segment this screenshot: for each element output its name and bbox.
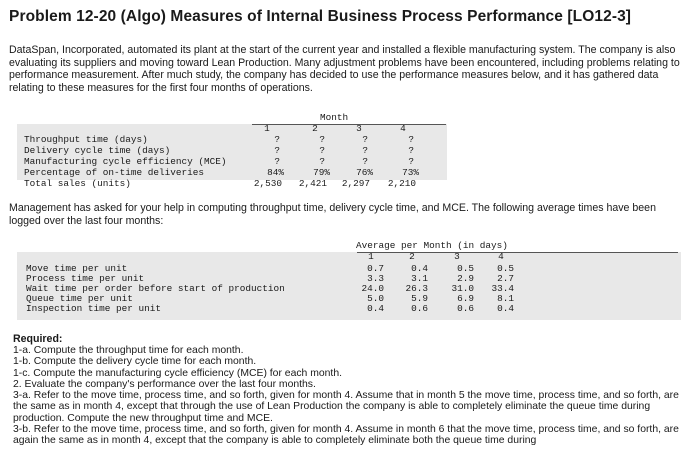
table1-header-rule (252, 124, 446, 125)
table2-cell: 5.0 (367, 293, 384, 304)
table2-cell: 31.0 (451, 283, 474, 294)
table1-cell: ? (319, 134, 325, 145)
table1-group-header: Month (320, 112, 349, 123)
table2-month-header: 2 (409, 251, 415, 262)
table2-cell: 0.5 (497, 263, 514, 274)
table2-cell: 2.7 (497, 273, 514, 284)
table1-cell: 73% (402, 167, 419, 178)
table1-cell: ? (362, 156, 368, 167)
table2-row-label: Queue time per unit (26, 293, 133, 304)
table1-cell: 2,210 (387, 178, 416, 189)
table1-cell: ? (274, 145, 280, 156)
table2-cell: 24.0 (361, 283, 384, 294)
required-heading: Required: (13, 333, 63, 345)
requirement-item: 1-c. Compute the manufacturing cycle eff… (13, 367, 342, 379)
table2-row-label: Move time per unit (26, 263, 128, 274)
table2-cell: 0.6 (411, 303, 428, 314)
table1-row-label: Delivery cycle time (days) (24, 145, 171, 156)
table1-cell: ? (319, 145, 325, 156)
table2-cell: 0.7 (367, 263, 384, 274)
table2-cell: 3.3 (367, 273, 384, 284)
table2-cell: 6.9 (457, 293, 474, 304)
table1-cell: ? (274, 156, 280, 167)
table2-row-label: Wait time per order before start of prod… (26, 283, 285, 294)
table1-cell: 76% (356, 167, 373, 178)
table2-cell: 0.4 (411, 263, 428, 274)
table2-cell: 26.3 (405, 283, 428, 294)
intro-paragraph: DataSpan, Incorporated, automated its pl… (9, 44, 680, 94)
requirement-item: 3-a. Refer to the move time, process tim… (13, 390, 679, 424)
table1-month-header: 3 (356, 123, 362, 134)
table1-cell: ? (274, 134, 280, 145)
table2-row-label: Process time per unit (26, 273, 145, 284)
table2-month-header: 1 (368, 251, 374, 262)
table1-row-label: Manufacturing cycle efficiency (MCE) (24, 156, 227, 167)
table2-cell: 33.4 (491, 283, 514, 294)
table2-cell: 3.1 (411, 273, 428, 284)
table2-cell: 0.5 (457, 263, 474, 274)
table2-cell: 0.4 (497, 303, 514, 314)
requirement-item: 2. Evaluate the company's performance ov… (13, 378, 316, 390)
requirement-item: 3-b. Refer to the move time, process tim… (13, 424, 679, 447)
table2-header-rule (357, 252, 678, 253)
table1-row-label: Throughput time (days) (24, 134, 148, 145)
table1-cell: 79% (313, 167, 330, 178)
required-section: Required: 1-a. Compute the throughput ti… (13, 333, 689, 447)
middle-paragraph: Management has asked for your help in co… (9, 202, 656, 227)
table2-shading (17, 252, 681, 320)
requirement-item: 1-a. Compute the throughput time for eac… (13, 345, 244, 356)
average-times-table: Average per Month (in days) 1 2 3 4 Move… (17, 240, 681, 320)
table1-cell: 2,297 (341, 178, 370, 189)
table1-row-label: Percentage of on-time deliveries (24, 167, 205, 178)
table2-cell: 0.4 (367, 303, 384, 314)
table1-cell: ? (408, 145, 414, 156)
table1-month-header: 1 (264, 123, 270, 134)
table1-row-label: Total sales (units) (24, 178, 131, 189)
table1-cell: ? (362, 145, 368, 156)
table1-cell: ? (319, 156, 325, 167)
table1-cell: 2,530 (253, 178, 282, 189)
problem-title: Problem 12-20 (Algo) Measures of Interna… (9, 8, 632, 25)
table1-cell: 84% (267, 167, 284, 178)
table2-month-header: 3 (454, 251, 460, 262)
table1-shading (17, 124, 447, 180)
performance-measures-table: Month 1 2 3 4 Throughput time (days) Del… (0, 0, 700, 200)
table1-month-header: 4 (400, 123, 406, 134)
table2-cell: 5.9 (411, 293, 428, 304)
table1-cell: ? (362, 134, 368, 145)
table2-cell: 0.6 (457, 303, 474, 314)
table1-cell: ? (408, 134, 414, 145)
table2-cell: 8.1 (497, 293, 514, 304)
requirement-item: 1-b. Compute the delivery cycle time for… (13, 356, 257, 368)
table1-cell: 2,421 (298, 178, 327, 189)
table1-cell: ? (408, 156, 414, 167)
table2-group-header: Average per Month (in days) (356, 240, 508, 251)
table2-month-header: 4 (498, 251, 504, 262)
table2-cell: 2.9 (457, 273, 474, 284)
table2-row-label: Inspection time per unit (26, 303, 162, 314)
table1-month-header: 2 (312, 123, 318, 134)
